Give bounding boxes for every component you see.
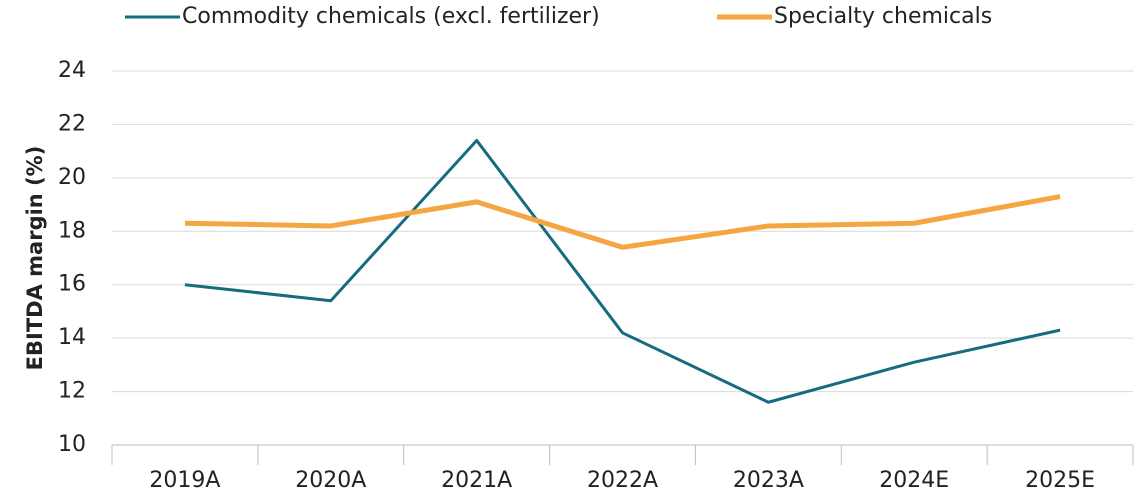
legend-label: Commodity chemicals (excl. fertilizer) [182, 4, 600, 29]
legend-label: Specialty chemicals [774, 4, 992, 29]
y-tick-label: 22 [58, 111, 86, 136]
y-tick-label: 24 [58, 58, 86, 83]
y-axis-label: EBITDA margin (%) [23, 146, 47, 371]
series-line [184, 138, 1061, 404]
x-tick-label: 2025E [1025, 468, 1095, 493]
y-tick-label: 14 [58, 325, 86, 350]
series-line [184, 194, 1061, 250]
x-tick-label: 2024E [879, 468, 949, 493]
x-tick-label: 2022A [587, 468, 658, 493]
y-tick-label: 20 [58, 165, 86, 190]
y-tick-label: 12 [58, 379, 86, 404]
y-tick-label: 16 [58, 272, 86, 297]
x-tick-label: 2021A [441, 468, 512, 493]
y-tick-label: 18 [58, 218, 86, 243]
x-tick-label: 2019A [149, 468, 220, 493]
y-tick-label: 10 [58, 432, 86, 457]
x-tick-label: 2020A [295, 468, 366, 493]
x-tick-label: 2023A [733, 468, 804, 493]
